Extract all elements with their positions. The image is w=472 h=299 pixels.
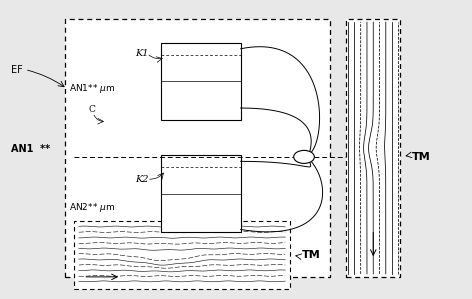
Text: AN2** $\mu$m: AN2** $\mu$m <box>69 201 116 214</box>
Bar <box>74 221 290 289</box>
Text: TM: TM <box>412 152 431 162</box>
Text: AN1** $\mu$m: AN1** $\mu$m <box>69 82 116 95</box>
Text: K1: K1 <box>135 49 149 58</box>
Text: K2: K2 <box>135 175 149 184</box>
Bar <box>161 43 241 120</box>
Bar <box>65 19 330 277</box>
Text: EF: EF <box>11 65 23 74</box>
Text: AN1  **: AN1 ** <box>11 144 50 155</box>
Bar <box>161 155 241 232</box>
Text: C: C <box>88 105 95 114</box>
Circle shape <box>294 150 314 164</box>
Text: TM: TM <box>302 250 320 260</box>
Bar <box>346 19 400 277</box>
